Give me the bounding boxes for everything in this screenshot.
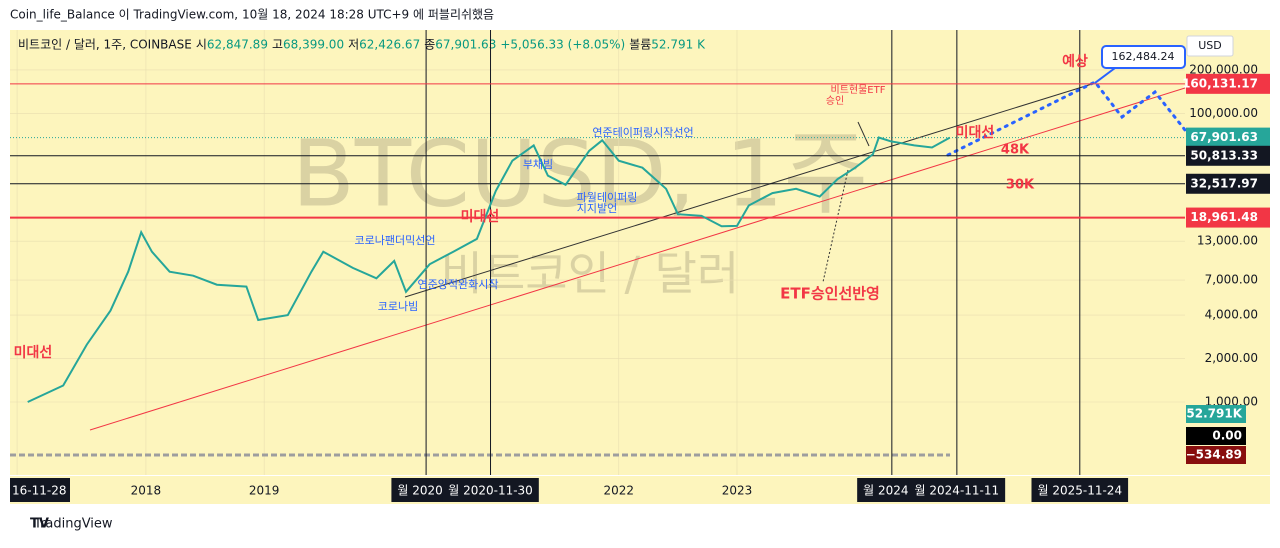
annotation: 미대선 — [14, 345, 53, 361]
annotation: 미대선 — [956, 125, 995, 141]
date-marker-box — [1031, 478, 1129, 502]
annotation: 지지발언 — [577, 202, 617, 215]
ohlc-value: 67,901.63 — [435, 38, 496, 52]
indicator-label: −534.89 — [1186, 448, 1242, 462]
ohlc-label: 종 — [424, 38, 435, 52]
annotation: 비트현물ETF — [831, 84, 886, 96]
x-tick-label: 2022 — [604, 484, 635, 498]
indicator-label: 0.00 — [1212, 429, 1242, 443]
price-label: 18,961.48 — [1190, 210, 1258, 224]
y-tick-label: 1,000.00 — [1205, 394, 1258, 408]
price-label-box — [1186, 73, 1270, 94]
annotation: 연준양적완화시작 — [418, 278, 499, 291]
indicator-label-box — [1186, 405, 1246, 423]
symbol: 비트코인 / 달러, 1주, COINBASE — [18, 38, 192, 52]
date-marker-box — [908, 478, 1006, 502]
y-tick-label: 100,000.00 — [1189, 106, 1258, 120]
price-label-box — [1186, 145, 1270, 166]
date-marker-label: 월 2020-11-30 — [448, 484, 533, 498]
date-marker-label: 월 2024-0 — [863, 484, 920, 498]
annotation: 예상 — [1062, 54, 1088, 70]
date-marker-label: 월 2020-0 — [397, 484, 454, 498]
indicator-label: 52.791K — [1186, 407, 1242, 421]
trend-line-red — [89, 87, 1186, 431]
volume-label: 볼륨 — [629, 38, 651, 52]
plot-bg — [10, 30, 1185, 475]
price-axis-bg — [1185, 30, 1270, 475]
y-tick-label: 13,000.00 — [1197, 234, 1258, 248]
arrow — [857, 121, 870, 147]
currency: USD — [1198, 39, 1222, 52]
annotation: 코로나팬더믹선언 — [355, 234, 436, 247]
price-label: 160,131.17 — [1182, 76, 1258, 90]
price-line-series — [27, 136, 951, 403]
date-marker-box — [442, 478, 539, 502]
ohlc-label: 시 — [196, 38, 207, 52]
x-tick-label: 2018 — [131, 484, 162, 498]
y-tick-label: 4,000.00 — [1205, 308, 1258, 322]
annotation: ETF승인선반영 — [780, 285, 880, 303]
annotation: 연준테이퍼링시작선언 — [592, 126, 693, 139]
ohlc-value: 62,426.67 — [359, 38, 420, 52]
callout-label: 162,484.24 — [1112, 50, 1175, 63]
currency-button[interactable] — [1186, 35, 1234, 57]
price-label-box — [1186, 173, 1270, 194]
x-tick-label: 16-11-28 — [12, 484, 66, 498]
annotation: 승인 — [826, 95, 844, 107]
projection — [946, 80, 1187, 157]
trend-line-black — [404, 83, 1093, 298]
ohlc-label: 저 — [348, 38, 359, 52]
price-label-box — [1186, 127, 1270, 148]
price-label: 32,517.97 — [1190, 176, 1258, 190]
watermark-symbol: BTCUSD, 1주 — [292, 120, 868, 227]
legend-header: 비트코인 / 달러, 1주, COINBASE 시 62,847.89 고 68,399… — [18, 38, 706, 52]
annotation: 30K — [1006, 178, 1035, 193]
annotation: 코로나빔 — [378, 300, 418, 313]
arrow — [822, 169, 849, 283]
annotation: 부채빔 — [523, 158, 553, 171]
price-label: 67,901.63 — [1190, 130, 1258, 144]
callout-pointer — [1094, 67, 1116, 84]
x-tick-label: 2019 — [249, 484, 280, 498]
annotation: 파월테이퍼링 — [577, 191, 638, 204]
callout-box — [1101, 45, 1186, 69]
footer-logo: 𝗧𝗩 — [30, 517, 49, 532]
ohlc-label: 고 — [272, 38, 283, 52]
ohlc-value: 68,399.00 — [283, 38, 344, 52]
change: +5,056.33 (+8.05%) — [500, 38, 625, 52]
y-tick-label: 7,000.00 — [1205, 273, 1258, 287]
y-tick-label: 2,000.00 — [1205, 351, 1258, 365]
footer-brand: TradingView — [33, 517, 113, 532]
annotation: 48K — [1001, 143, 1030, 158]
price-label: 50,813.33 — [1190, 148, 1258, 162]
date-marker-label: 월 2025-11-24 — [1037, 484, 1122, 498]
indicator-label-box — [1186, 427, 1246, 445]
indicator-label-box — [1186, 446, 1246, 464]
publish-line: Coin_life_Balance 이 TradingView.com, 10월… — [10, 8, 494, 22]
ohlc-value: 62,847.89 — [207, 38, 268, 52]
price-label-box — [1186, 207, 1270, 228]
y-tick-label: 200,000.00 — [1189, 62, 1258, 76]
x-tick-label: 2023 — [722, 484, 753, 498]
x-tick-box — [10, 478, 70, 502]
date-marker-label: 월 2024-11-11 — [915, 484, 1000, 498]
volume-value: 52.791 K — [651, 38, 706, 52]
annotation: 미대선 — [461, 209, 500, 225]
